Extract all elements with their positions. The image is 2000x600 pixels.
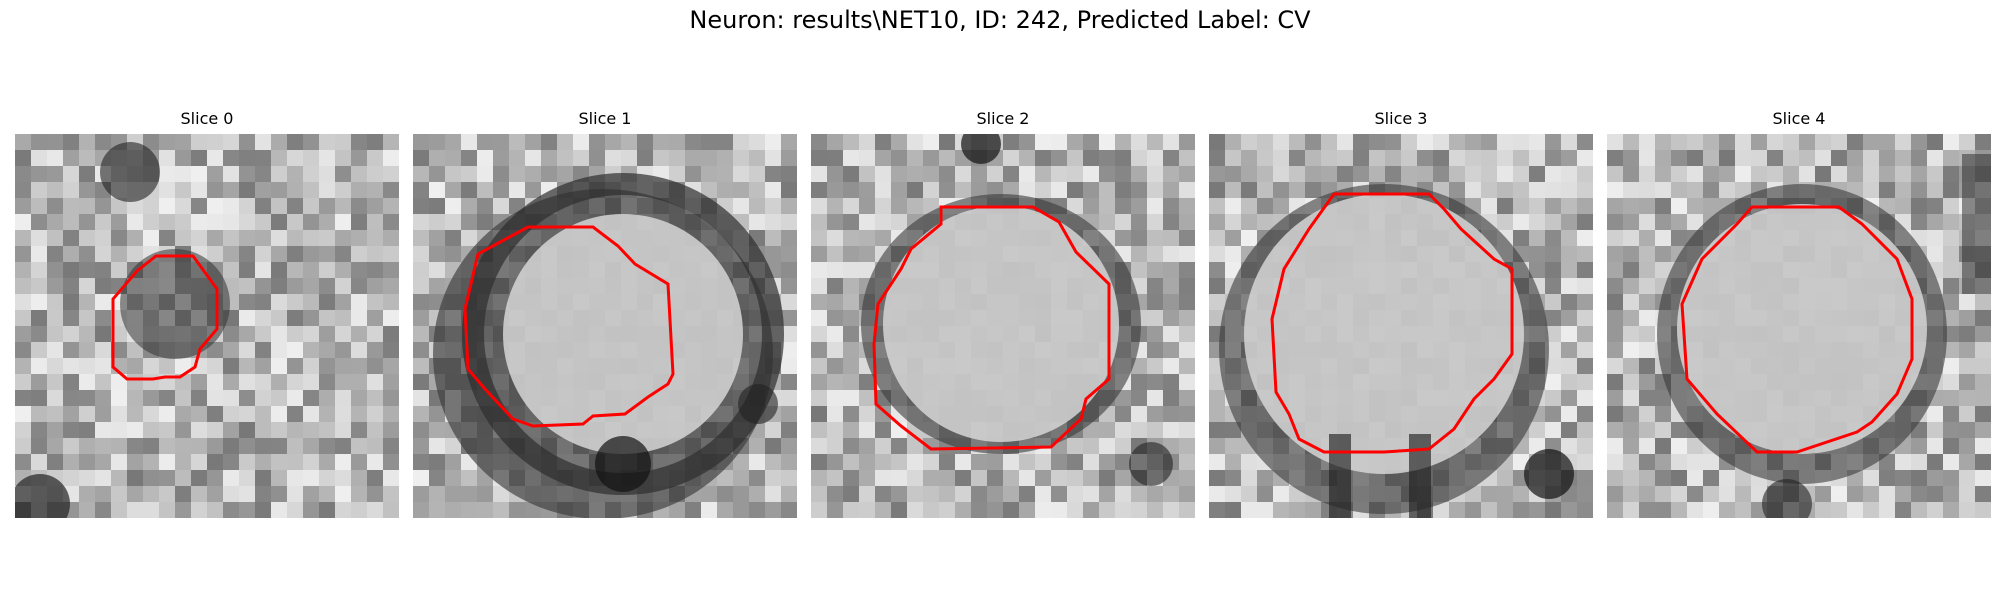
outline-contour [111,254,219,381]
slice-panel-0: Slice 0 [15,108,399,518]
slice-image [811,134,1195,518]
slice-panel-2: Slice 2 [811,108,1195,518]
slice-title: Slice 3 [1374,109,1428,128]
outline-contour [1270,192,1514,454]
slice-title: Slice 4 [1772,109,1826,128]
slice-image [15,134,399,518]
slice-panel-4: Slice 4 [1607,108,1991,518]
slice-title: Slice 2 [976,109,1030,128]
slice-image [1607,134,1991,518]
outline-contour [1680,205,1914,454]
slice-image [413,134,797,518]
outline-contour [463,225,675,428]
slice-title: Slice 1 [578,109,632,128]
outline-contour [872,205,1111,451]
slice-panel-1: Slice 1 [413,108,797,518]
slice-panel-3: Slice 3 [1209,108,1593,518]
slice-image [1209,134,1593,518]
figure-title: Neuron: results\NET10, ID: 242, Predicte… [689,6,1311,34]
slice-title: Slice 0 [180,109,234,128]
